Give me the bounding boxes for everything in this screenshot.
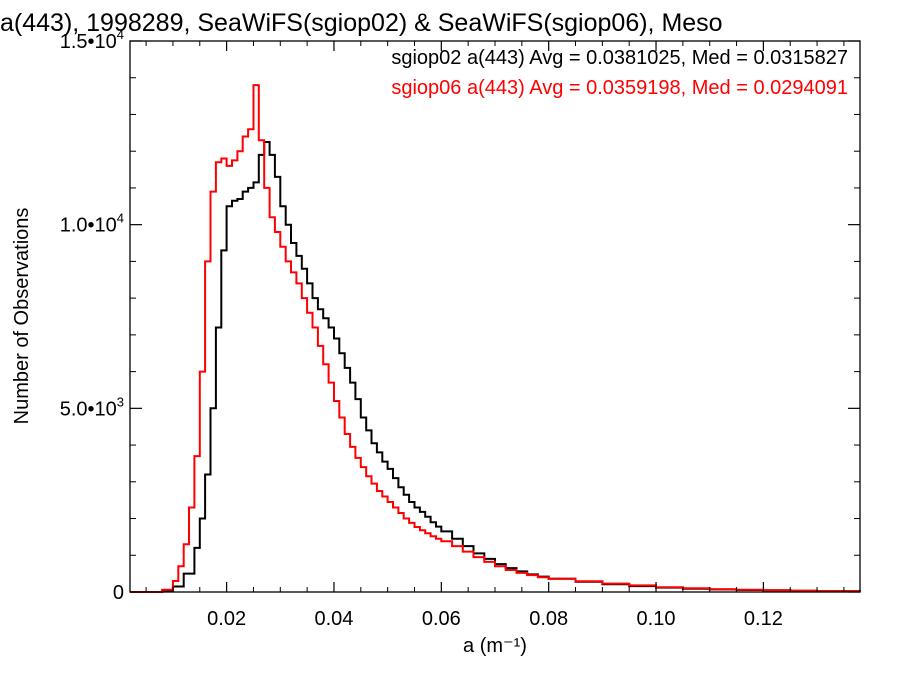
chart-title: a(443), 1998289, SeaWiFS(sgiop02) & SeaW… <box>0 9 723 37</box>
series-layer <box>130 84 861 593</box>
series-line-2 <box>130 84 861 593</box>
x-tick-label: 0.08 <box>529 608 568 630</box>
x-axis-label: a (m⁻¹) <box>463 635 527 657</box>
ticks-layer: 0.02 0.04 0.06 0.08 0.10 0.12 0 5.0•103 1.0•104 1… <box>60 27 860 630</box>
x-tick-label: 0.04 <box>315 608 354 630</box>
x-tick-label: 0.02 <box>207 608 246 630</box>
plot-frame <box>129 40 861 593</box>
x-tick-label: 0.10 <box>637 608 676 630</box>
x-tick-label: 0.06 <box>422 608 461 630</box>
y-tick-label: 1.0•104 <box>60 211 124 237</box>
x-tick-label: 0.12 <box>744 608 783 630</box>
legend-entry-sgiop06: sgiop06 a(443) Avg = 0.0359198, Med = 0.… <box>391 77 848 99</box>
y-tick-label: 5.0•103 <box>60 394 124 420</box>
legend-entry-sgiop02: sgiop02 a(443) Avg = 0.0381025, Med = 0.… <box>391 47 848 69</box>
y-axis-label: Number of Observations <box>11 208 33 425</box>
y-tick-label: 0 <box>113 582 124 604</box>
y-tick-label: 1.5•104 <box>60 27 124 53</box>
series-line-1 <box>130 141 861 593</box>
